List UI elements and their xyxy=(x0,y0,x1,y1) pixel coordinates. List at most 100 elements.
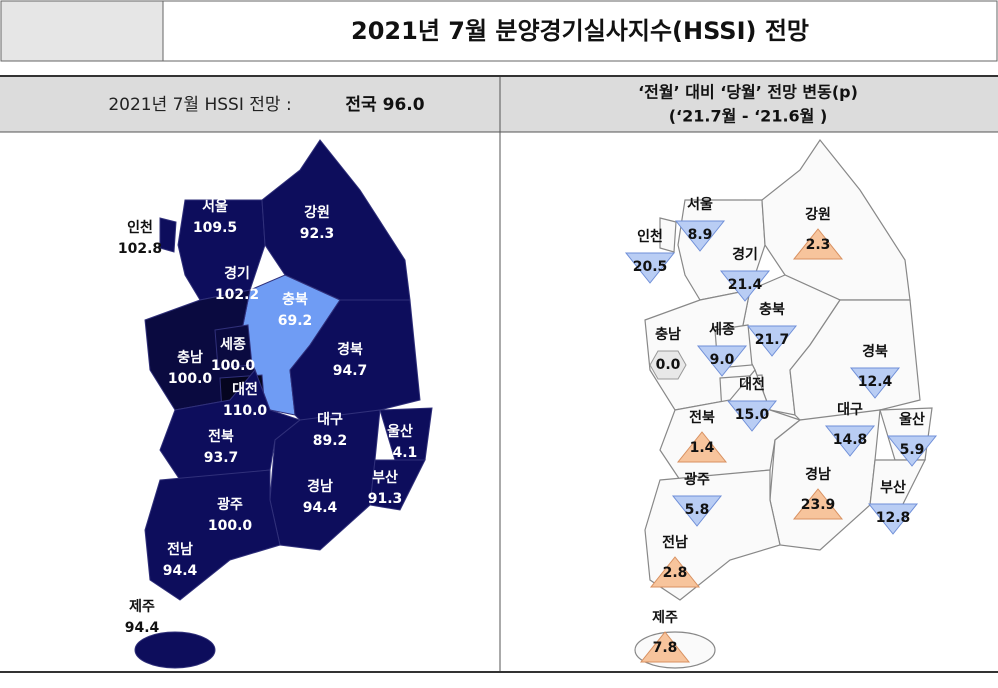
region-shape xyxy=(261,139,411,301)
left-map: 서울 109.5 인천 102.8 경기 102.2 강원 92.3 충북 69.2 충남 100.0… xyxy=(118,139,433,669)
region-value: 94.4 xyxy=(125,620,160,636)
region-value: 12.8 xyxy=(876,510,911,526)
region-name: 전북 xyxy=(689,409,715,426)
change-indicator xyxy=(886,435,938,467)
region-name: 제주 xyxy=(652,610,678,626)
region-name: 세종 xyxy=(220,337,246,353)
region-name: 제주 xyxy=(129,599,155,615)
region-name: 대전 xyxy=(232,381,258,398)
region-name: 경북 xyxy=(862,343,888,360)
region-name: 서울 xyxy=(202,198,228,215)
region-value: 21.7 xyxy=(755,332,790,348)
region-name: 전남 xyxy=(167,541,193,558)
region-name: 서울 xyxy=(687,196,713,213)
region-value: 100.0 xyxy=(208,518,253,534)
region-value: 89.2 xyxy=(313,433,348,449)
right-map xyxy=(634,138,933,669)
region-value: 100.0 xyxy=(168,371,213,387)
region-shape xyxy=(369,459,426,511)
region-value: 91.3 xyxy=(368,491,403,507)
region-name: 전남 xyxy=(662,534,688,551)
region-name: 부산 xyxy=(372,469,398,486)
region-name: 충남 xyxy=(655,326,681,343)
region-name: 강원 xyxy=(805,206,831,223)
region-value: 20.5 xyxy=(633,259,668,275)
change-indicator xyxy=(719,270,771,302)
change-indicator xyxy=(649,556,701,588)
region-name: 울산 xyxy=(899,411,925,428)
change-indicator xyxy=(849,367,901,399)
change-indicator xyxy=(676,431,728,463)
region-name: 충북 xyxy=(282,292,308,308)
region-name: 대전 xyxy=(739,376,765,393)
region-value: 94.4 xyxy=(163,563,198,579)
region-value: 94.4 xyxy=(303,500,338,516)
title-side xyxy=(0,0,164,62)
region-value: 69.2 xyxy=(278,313,313,329)
change-indicator xyxy=(726,400,778,432)
change-indicator xyxy=(639,631,691,663)
region-name: 충남 xyxy=(177,349,203,366)
region-value: 1.4 xyxy=(690,440,715,456)
panel-header-bg xyxy=(0,77,998,132)
right-header-line: ‘전월’ 대비 ‘당월’ 전망 변동(p) xyxy=(638,83,858,102)
region-shape xyxy=(159,217,177,253)
change-indicator xyxy=(696,345,748,377)
region-value: 102.2 xyxy=(215,287,259,303)
change-indicator xyxy=(792,228,844,260)
change-indicator xyxy=(649,350,687,380)
region-name: 광주 xyxy=(217,496,243,513)
region-name: 광주 xyxy=(684,471,710,488)
region-value: 110.0 xyxy=(223,403,268,419)
right-header-line: (‘21.7월 - ‘21.6월 ) xyxy=(669,107,828,126)
title-box xyxy=(0,0,998,62)
region-name: 경북 xyxy=(337,341,363,358)
region-name: 인천 xyxy=(637,228,663,245)
region-name: 경기 xyxy=(224,265,250,282)
region-value: 12.4 xyxy=(858,374,893,390)
region-name: 울산 xyxy=(387,423,413,440)
region-shape xyxy=(761,138,911,301)
region-value: 23.9 xyxy=(801,497,836,513)
region-name: 인천 xyxy=(127,219,153,236)
region-value: 102.8 xyxy=(118,241,162,257)
region-name: 경남 xyxy=(805,466,831,483)
change-indicator xyxy=(824,425,876,457)
left-header-label: 2021년 7월 HSSI 전망 : xyxy=(108,95,291,115)
region-shape xyxy=(659,217,677,253)
region-value: 8.9 xyxy=(688,227,713,243)
region-value: 5.8 xyxy=(685,502,710,518)
region-value: 0.0 xyxy=(656,357,681,373)
region-value: 15.0 xyxy=(735,407,770,423)
region-value: 2.8 xyxy=(663,565,688,581)
region-shape xyxy=(134,631,216,669)
region-value: 94.7 xyxy=(333,363,368,379)
region-name: 전북 xyxy=(208,428,234,445)
region-value: 14.8 xyxy=(833,432,868,448)
region-value: 93.7 xyxy=(204,450,239,466)
region-name: 경기 xyxy=(732,246,758,263)
region-name: 강원 xyxy=(304,204,330,221)
region-name: 충북 xyxy=(759,302,785,318)
region-value: 92.3 xyxy=(300,226,335,242)
region-name: 경남 xyxy=(307,478,333,495)
right-labels: 서울 8.9 인천 20.5 경기 21.4 강원 2.3 충북 21.7 충남 0.0 세종 9.0대전… xyxy=(624,196,938,663)
region-value: 7.8 xyxy=(653,640,678,656)
change-indicator xyxy=(867,503,919,535)
left-header-national: 전국 96.0 xyxy=(345,95,424,115)
region-name: 부산 xyxy=(880,479,906,496)
region-value: 2.3 xyxy=(806,237,831,253)
change-indicator xyxy=(674,220,726,252)
region-name: 대구 xyxy=(837,402,863,418)
region-value: 5.9 xyxy=(900,442,925,458)
region-value: 9.0 xyxy=(710,352,735,368)
region-value: 94.1 xyxy=(383,445,418,461)
change-indicator xyxy=(746,325,798,357)
region-name: 세종 xyxy=(709,322,735,338)
region-value: 109.5 xyxy=(193,220,237,236)
region-shape xyxy=(214,324,253,369)
change-indicator xyxy=(671,495,723,527)
region-name: 대구 xyxy=(317,412,343,428)
region-value: 21.4 xyxy=(728,277,763,293)
